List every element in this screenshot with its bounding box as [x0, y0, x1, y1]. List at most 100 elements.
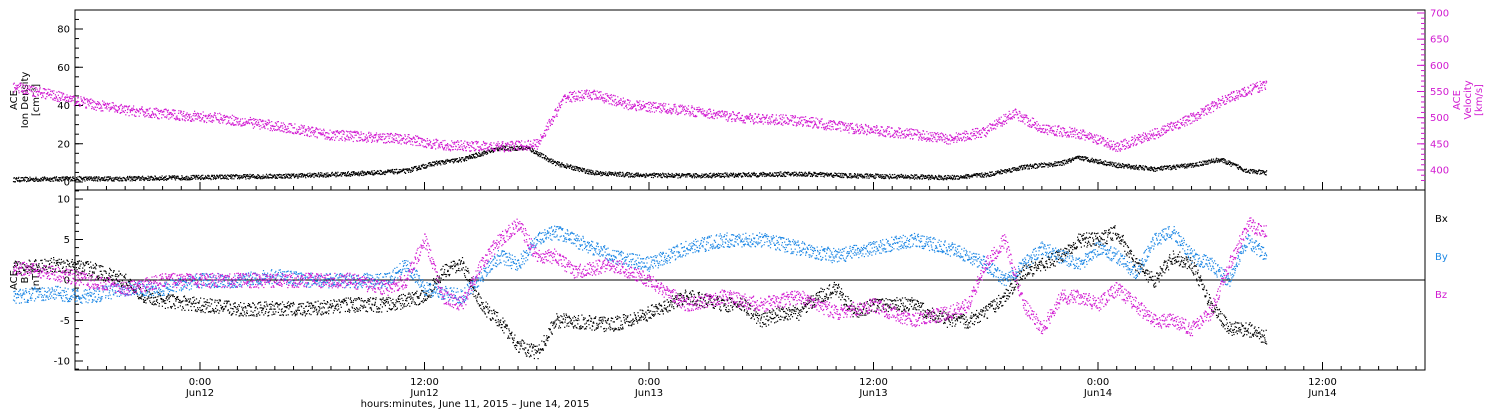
density-point — [452, 161, 453, 162]
density-point — [672, 173, 673, 174]
velocity-point — [136, 112, 137, 113]
density-point — [1213, 161, 1214, 162]
velocity-point — [229, 123, 230, 124]
density-point — [1079, 156, 1080, 157]
density-point — [1206, 164, 1207, 165]
velocity-point — [489, 146, 490, 147]
velocity-point — [166, 117, 167, 118]
velocity-point — [60, 98, 61, 99]
velocity-point — [288, 128, 289, 129]
velocity-point — [77, 101, 78, 102]
density-point — [856, 176, 857, 177]
density-point — [807, 175, 808, 176]
density-point — [990, 176, 991, 177]
velocity-point — [64, 99, 65, 100]
density-point — [1075, 158, 1076, 159]
velocity-point — [84, 98, 85, 99]
velocity-point — [294, 127, 295, 128]
velocity-point — [127, 108, 128, 109]
velocity-point — [239, 124, 240, 125]
velocity-point — [431, 145, 432, 146]
density-point — [1161, 169, 1162, 170]
velocity-point — [358, 133, 359, 134]
velocity-point — [244, 125, 245, 126]
density-point — [578, 170, 579, 171]
density-point — [114, 180, 115, 181]
density-point — [1048, 167, 1049, 168]
velocity-point — [114, 106, 115, 107]
velocity-point — [327, 132, 328, 133]
velocity-point — [520, 145, 521, 146]
density-point — [158, 177, 159, 178]
velocity-point — [220, 119, 221, 120]
density-point — [95, 180, 96, 181]
velocity-point — [414, 138, 415, 139]
density-point — [975, 173, 976, 174]
density-point — [958, 176, 959, 177]
density-point — [63, 180, 64, 181]
velocity-point — [406, 138, 407, 139]
density-point — [1007, 171, 1008, 172]
density-point — [1120, 165, 1121, 166]
density-point — [902, 177, 903, 178]
density-point — [1193, 167, 1194, 168]
velocity-point — [451, 146, 452, 147]
velocity-point — [392, 137, 393, 138]
velocity-point — [315, 136, 316, 137]
velocity-point — [142, 109, 143, 110]
velocity-point — [175, 110, 176, 111]
velocity-point — [270, 130, 271, 131]
density-point — [80, 180, 81, 181]
velocity-point — [283, 131, 284, 132]
velocity-point — [490, 142, 491, 143]
density-point — [1164, 166, 1165, 167]
density-point — [1029, 168, 1030, 169]
velocity-point — [453, 146, 454, 147]
density-point — [257, 176, 258, 177]
density-point — [692, 177, 693, 178]
velocity-point — [446, 149, 447, 150]
velocity-point — [346, 131, 347, 132]
density-point — [537, 151, 538, 152]
density-point — [896, 175, 897, 176]
velocity-point — [405, 139, 406, 140]
velocity-point — [41, 97, 42, 98]
density-point — [1012, 171, 1013, 172]
density-point — [266, 174, 267, 175]
density-point — [1015, 170, 1016, 171]
density-point — [408, 172, 409, 173]
velocity-point — [25, 87, 26, 88]
velocity-point — [419, 143, 420, 144]
density-point — [481, 155, 482, 156]
density-point — [249, 174, 250, 175]
density-point — [454, 161, 455, 162]
density-point — [840, 173, 841, 174]
density-point — [645, 176, 646, 177]
density-point — [545, 158, 546, 159]
velocity-point — [301, 125, 302, 126]
density-point — [566, 163, 567, 164]
density-point — [561, 162, 562, 163]
velocity-point — [414, 139, 415, 140]
density-point — [1183, 164, 1184, 165]
density-point — [422, 166, 423, 167]
velocity-point — [167, 110, 168, 111]
density-point — [1127, 165, 1128, 166]
density-point — [198, 175, 199, 176]
density-point — [948, 175, 949, 176]
density-point — [1171, 169, 1172, 170]
density-point — [134, 180, 135, 181]
density-point — [462, 157, 463, 158]
density-point — [474, 156, 475, 157]
density-point — [374, 174, 375, 175]
density-point — [1223, 162, 1224, 163]
velocity-point — [499, 150, 500, 151]
velocity-point — [370, 133, 371, 134]
density-point — [140, 177, 141, 178]
density-point — [1185, 167, 1186, 168]
density-point — [373, 174, 374, 175]
velocity-point — [215, 115, 216, 116]
density-point — [920, 178, 921, 179]
density-point — [1024, 165, 1025, 166]
